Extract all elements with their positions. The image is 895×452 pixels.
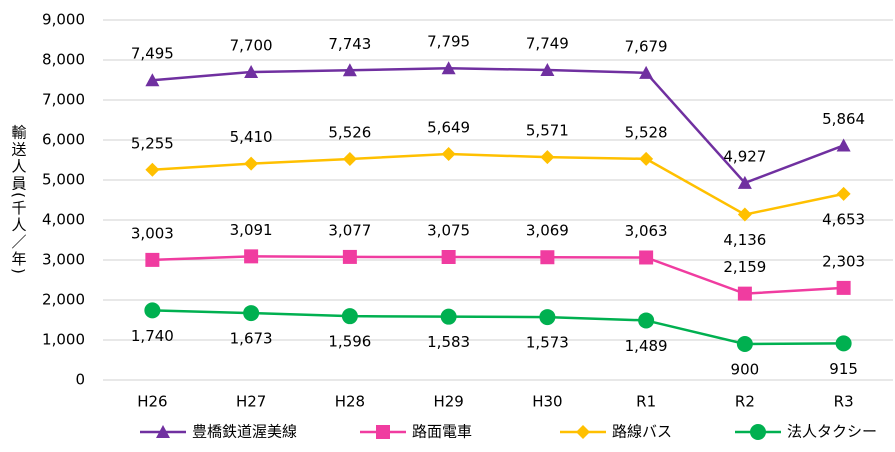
data-label: 3,003 — [131, 224, 174, 242]
legend-marker — [750, 424, 766, 440]
data-point — [639, 250, 654, 265]
y-tick-label: 2,000 — [42, 291, 85, 309]
x-tick-label: R1 — [636, 393, 656, 411]
data-label: 3,075 — [427, 222, 470, 240]
data-point — [737, 207, 752, 222]
x-tick-label: H26 — [137, 393, 167, 411]
x-tick-label: R2 — [735, 393, 755, 411]
data-label: 5,571 — [526, 122, 569, 140]
data-point — [540, 63, 555, 77]
series-line — [152, 66, 845, 185]
data-point — [539, 309, 556, 326]
x-tick-label: H29 — [433, 393, 463, 411]
y-tick-label: 8,000 — [42, 51, 85, 69]
data-label: 5,255 — [131, 134, 174, 152]
data-point — [835, 335, 852, 352]
x-tick-label: H28 — [335, 393, 365, 411]
data-point — [540, 150, 555, 165]
y-tick-label: 9,000 — [42, 11, 85, 29]
y-tick-label: 6,000 — [42, 131, 85, 149]
data-label: 7,700 — [230, 37, 273, 55]
data-label: 7,495 — [131, 45, 174, 63]
data-label: 1,583 — [427, 333, 470, 351]
x-tick-label: R3 — [834, 393, 854, 411]
y-axis-label: 輸送人員(千人／年) — [10, 124, 28, 276]
data-point — [341, 308, 358, 325]
legend-label: 路線バス — [612, 423, 672, 441]
legend-marker — [576, 425, 590, 439]
data-label: 915 — [829, 360, 858, 378]
x-tick-label: H30 — [532, 393, 562, 411]
y-tick-label: 5,000 — [42, 171, 85, 189]
data-label: 3,063 — [625, 222, 668, 240]
data-label: 900 — [731, 361, 760, 379]
series-line — [152, 255, 844, 295]
data-label: 4,653 — [822, 210, 865, 228]
data-point — [244, 249, 259, 264]
data-label: 1,740 — [131, 327, 174, 345]
data-point — [145, 162, 160, 177]
data-label: 4,927 — [723, 147, 766, 165]
data-point — [836, 280, 851, 295]
data-label: 5,528 — [625, 123, 668, 141]
data-label: 7,679 — [625, 37, 668, 55]
data-point — [244, 156, 259, 171]
data-point — [736, 336, 753, 352]
y-tick-label: 7,000 — [42, 91, 85, 109]
data-label: 1,573 — [526, 334, 569, 352]
data-point — [342, 249, 357, 264]
data-label: 1,596 — [328, 333, 371, 351]
data-point — [737, 175, 752, 189]
data-point — [145, 252, 160, 267]
series-line — [152, 152, 844, 216]
legend-label: 路面電車 — [412, 423, 472, 441]
legend-marker — [156, 425, 170, 438]
y-tick-label: 0 — [75, 371, 85, 389]
data-point — [243, 305, 260, 322]
data-label: 7,749 — [526, 35, 569, 53]
data-point — [540, 250, 555, 265]
legend-label: 豊橋鉄道渥美線 — [192, 423, 297, 441]
data-point — [639, 151, 654, 166]
data-point — [836, 186, 851, 201]
data-point — [342, 151, 357, 166]
y-tick-label: 4,000 — [42, 211, 85, 229]
data-label: 1,673 — [230, 330, 273, 348]
legend-label: 法人タクシー — [787, 423, 877, 441]
data-point — [145, 73, 160, 87]
data-label: 5,649 — [427, 119, 470, 137]
data-point — [836, 138, 851, 152]
data-point — [639, 65, 654, 79]
y-tick-label: 1,000 — [42, 331, 85, 349]
data-label: 2,159 — [723, 258, 766, 276]
data-point — [342, 63, 357, 77]
data-label: 3,077 — [328, 221, 371, 239]
data-point — [440, 308, 457, 325]
data-label: 3,069 — [526, 222, 569, 240]
series-line — [152, 309, 844, 346]
data-point — [144, 302, 161, 319]
data-point — [244, 65, 259, 78]
data-label: 5,410 — [230, 128, 273, 146]
x-tick-label: H27 — [236, 393, 266, 411]
data-point — [638, 312, 655, 329]
data-label: 7,795 — [427, 33, 470, 51]
y-tick-label: 3,000 — [42, 251, 85, 269]
data-label: 3,091 — [230, 221, 273, 239]
data-point — [441, 61, 456, 75]
data-point — [737, 286, 752, 301]
data-label: 5,526 — [328, 123, 371, 141]
data-label: 1,489 — [625, 337, 668, 355]
data-label: 2,303 — [822, 252, 865, 270]
legend-marker — [376, 425, 390, 439]
data-point — [441, 147, 456, 162]
data-label: 4,136 — [723, 231, 766, 249]
data-label: 7,743 — [328, 35, 371, 53]
data-point — [441, 250, 456, 264]
data-label: 5,864 — [822, 110, 865, 128]
